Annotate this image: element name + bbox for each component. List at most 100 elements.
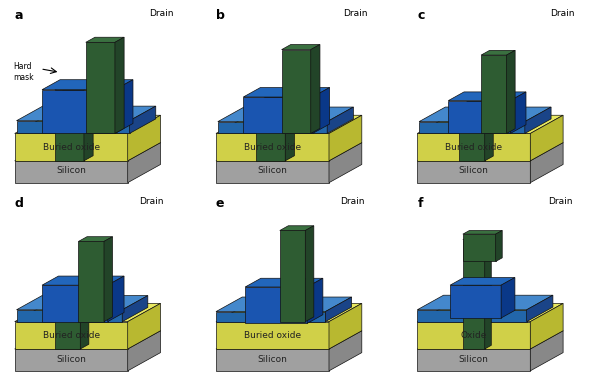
Polygon shape	[280, 226, 314, 230]
Polygon shape	[260, 305, 290, 310]
Text: Buried oxide: Buried oxide	[445, 143, 503, 152]
Polygon shape	[530, 303, 563, 349]
Polygon shape	[16, 106, 88, 121]
Text: a: a	[15, 9, 23, 22]
Polygon shape	[260, 107, 286, 133]
Polygon shape	[450, 278, 515, 285]
Text: Hard
mask: Hard mask	[13, 62, 34, 82]
Polygon shape	[104, 237, 112, 321]
Text: Silicon: Silicon	[56, 166, 86, 175]
Polygon shape	[42, 80, 133, 90]
Polygon shape	[256, 102, 285, 161]
Polygon shape	[329, 143, 362, 183]
Text: Silicon: Silicon	[459, 166, 489, 175]
Polygon shape	[216, 331, 362, 349]
Polygon shape	[459, 106, 485, 161]
Polygon shape	[463, 240, 485, 349]
Polygon shape	[79, 241, 104, 321]
Polygon shape	[463, 230, 502, 234]
Polygon shape	[42, 276, 124, 285]
Text: Source: Source	[29, 276, 65, 285]
Polygon shape	[42, 90, 115, 133]
Polygon shape	[127, 143, 160, 183]
Polygon shape	[417, 143, 563, 161]
Polygon shape	[260, 297, 286, 321]
Text: Buried oxide: Buried oxide	[244, 331, 301, 340]
Text: Drain: Drain	[550, 9, 575, 18]
Polygon shape	[216, 161, 329, 183]
Polygon shape	[129, 106, 156, 133]
Polygon shape	[305, 226, 314, 321]
Text: c: c	[417, 9, 425, 22]
Polygon shape	[84, 106, 156, 121]
Polygon shape	[485, 107, 551, 122]
Polygon shape	[245, 278, 323, 287]
Text: Drain: Drain	[343, 9, 368, 18]
Polygon shape	[86, 37, 124, 42]
Polygon shape	[282, 297, 351, 312]
Text: d: d	[15, 197, 24, 210]
Polygon shape	[256, 97, 295, 102]
Text: f: f	[417, 197, 423, 210]
Polygon shape	[417, 303, 563, 321]
Polygon shape	[84, 85, 93, 95]
Polygon shape	[243, 87, 329, 97]
Polygon shape	[459, 102, 493, 106]
Polygon shape	[16, 296, 84, 310]
Polygon shape	[15, 115, 160, 133]
Text: Source: Source	[33, 86, 68, 95]
Text: Drain: Drain	[548, 197, 573, 206]
Polygon shape	[59, 296, 84, 321]
Polygon shape	[15, 303, 160, 321]
Polygon shape	[245, 287, 307, 323]
Polygon shape	[81, 310, 122, 321]
Polygon shape	[243, 97, 312, 133]
Polygon shape	[15, 143, 160, 161]
Polygon shape	[218, 122, 260, 133]
Polygon shape	[15, 349, 127, 371]
Polygon shape	[530, 331, 563, 371]
Polygon shape	[127, 331, 160, 371]
Polygon shape	[79, 237, 112, 241]
Polygon shape	[55, 90, 93, 95]
Polygon shape	[417, 321, 530, 349]
Polygon shape	[481, 55, 506, 133]
Polygon shape	[216, 143, 362, 161]
Polygon shape	[81, 296, 148, 310]
Polygon shape	[216, 115, 362, 133]
Polygon shape	[55, 293, 89, 298]
Text: Drain: Drain	[340, 197, 364, 206]
Polygon shape	[312, 87, 329, 133]
Polygon shape	[218, 107, 286, 122]
Polygon shape	[329, 115, 362, 161]
Polygon shape	[450, 285, 501, 318]
Polygon shape	[329, 303, 362, 349]
Polygon shape	[62, 106, 88, 133]
Polygon shape	[285, 122, 327, 133]
Text: Source: Source	[432, 90, 467, 99]
Text: Source: Source	[234, 88, 270, 97]
Polygon shape	[417, 295, 553, 310]
Polygon shape	[463, 236, 491, 240]
Polygon shape	[55, 85, 93, 90]
Polygon shape	[510, 92, 526, 133]
Polygon shape	[282, 45, 320, 50]
Polygon shape	[307, 278, 323, 323]
Polygon shape	[485, 102, 493, 161]
Polygon shape	[448, 101, 510, 133]
Polygon shape	[127, 303, 160, 349]
Polygon shape	[216, 297, 286, 312]
Polygon shape	[55, 95, 84, 161]
Text: Buried oxide: Buried oxide	[43, 331, 100, 340]
Text: Gate: Gate	[479, 60, 503, 69]
Text: Gate: Gate	[483, 245, 507, 254]
Polygon shape	[285, 97, 295, 161]
Polygon shape	[42, 285, 107, 321]
Polygon shape	[417, 161, 530, 183]
Text: Silicon: Silicon	[56, 354, 86, 363]
Polygon shape	[86, 42, 115, 133]
Text: e: e	[216, 197, 224, 210]
Polygon shape	[485, 122, 525, 133]
Text: Source: Source	[461, 270, 496, 279]
Polygon shape	[282, 312, 325, 321]
